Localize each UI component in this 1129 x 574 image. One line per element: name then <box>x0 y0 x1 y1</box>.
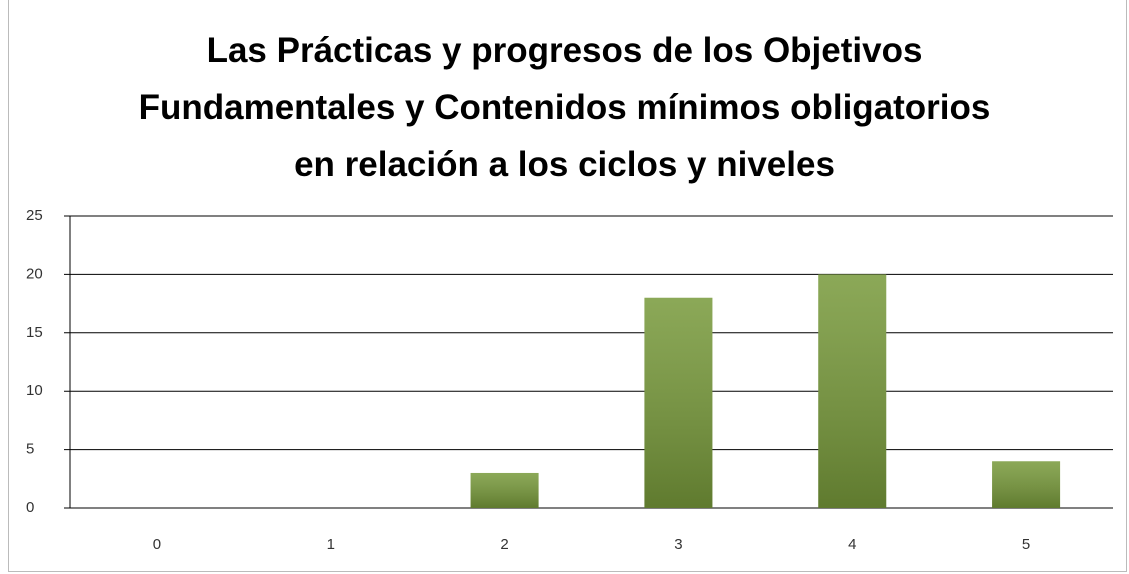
title-box: Las Prácticas y progresos de los Objetiv… <box>0 22 1129 193</box>
y-tick-label: 20 <box>26 265 43 282</box>
bar-shade <box>470 472 539 508</box>
y-tick-label: 25 <box>26 207 43 224</box>
x-tick-label: 1 <box>327 536 335 553</box>
bar-shade <box>644 297 713 508</box>
bar-shade <box>818 274 887 508</box>
x-tick-label: 3 <box>674 536 682 553</box>
x-tick-label: 0 <box>153 536 161 553</box>
chart-title: Las Prácticas y progresos de los Objetiv… <box>138 31 991 184</box>
y-tick-label: 10 <box>26 382 43 399</box>
y-tick-label: 5 <box>26 441 34 458</box>
x-tick-label: 5 <box>1022 536 1030 553</box>
y-tick-label: 15 <box>26 324 43 341</box>
bar-shade <box>992 461 1061 508</box>
chart-frame <box>8 0 1127 572</box>
x-tick-label: 4 <box>848 536 856 553</box>
y-tick-label: 0 <box>26 499 34 516</box>
x-tick-label: 2 <box>500 536 508 553</box>
